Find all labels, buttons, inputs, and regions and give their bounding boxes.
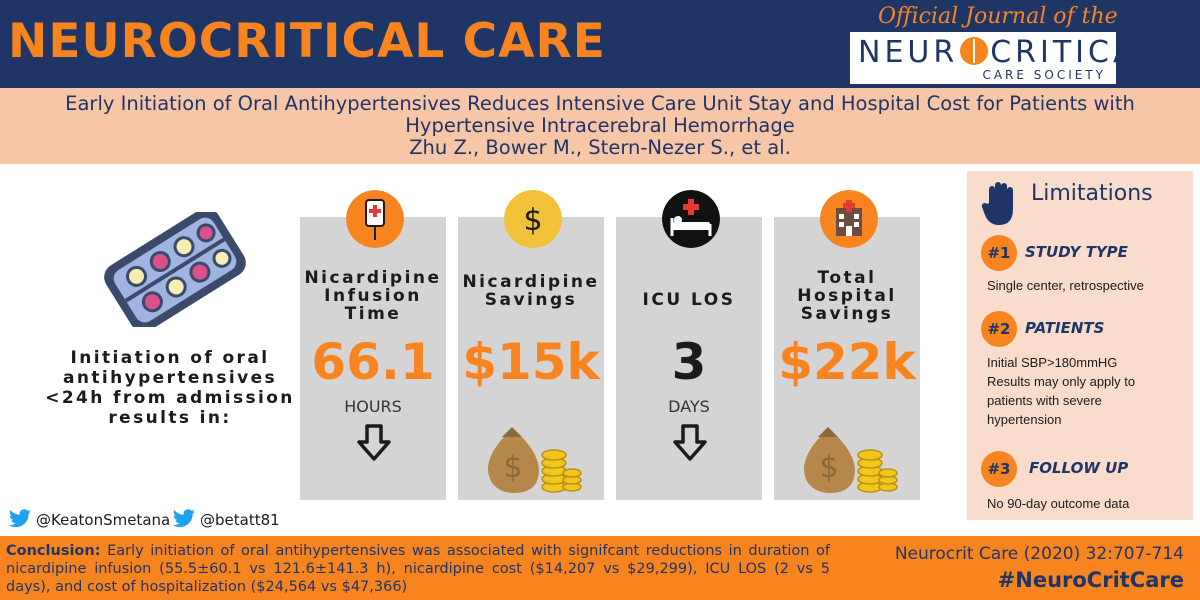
limitation-heading: FOLLOW UP [1029,459,1129,477]
limitation-heading: PATIENTS [1025,319,1105,337]
stat-value: $15k [462,333,600,391]
limitation-line: hypertension [987,412,1062,427]
limitations-panel: Limitations #1 STUDY TYPE Single center,… [967,171,1193,520]
footer-bar: Conclusion: Early initiation of oral ant… [0,536,1200,600]
hand-stop-icon [981,182,1013,225]
official-journal-text: Official Journal of the [878,4,1118,29]
stat-label: Nicardipine Infusion Time [300,269,446,323]
twitter-bird-icon [8,509,31,528]
intro-text: Initiation of oral antihypertensives <24… [0,348,340,428]
money-bag-icon: $ [488,427,582,493]
limitation-text: Initial SBP>180mmHG Results may only app… [987,353,1187,429]
limitation-line: Initial SBP>180mmHG [987,355,1118,370]
stat-label-line: Total [817,268,877,288]
hospital-building-icon [820,190,878,248]
stat-value: $22k [778,333,916,391]
citation: Neurocrit Care (2020) 32:707-714 [894,544,1184,564]
conclusion-body: Early initiation of oral antihypertensiv… [6,543,830,595]
money-bag-icon: $ [804,427,898,493]
twitter-handle-2[interactable]: @betatt81 [172,509,280,531]
stat-card-infusion-time: Nicardipine Infusion Time 66.1 HOURS [300,217,446,500]
journal-title: NEUROCRITICAL CARE [8,14,606,69]
conclusion-text: Conclusion: Early initiation of oral ant… [6,542,830,596]
stat-label-line: Hospital [797,286,897,306]
limitations-title: Limitations [1031,181,1153,206]
stat-card-nicardipine-savings: Nicardipine Savings $15k $ [458,217,604,500]
stat-label-line: Savings [484,290,578,310]
limitation-badge: #3 [981,451,1017,487]
stat-value: 3 [671,333,707,391]
limitation-heading: STUDY TYPE [1025,243,1128,261]
limitation-text: Single center, retrospective [987,276,1187,295]
society-logo-left: NEUR [858,35,959,70]
limitation-badge: #1 [981,235,1017,271]
stat-label-line: Nicardipine [304,268,442,288]
iv-bag-icon [346,190,404,248]
article-authors: Zhu Z., Bower M., Stern-Nezer S., et al. [409,136,791,159]
stat-label-line: Infusion [324,286,422,306]
stat-label-line: Nicardipine [462,272,600,292]
intro-line4: results in: [108,408,232,428]
twitter-handle-1[interactable]: @KeatonSmetana [8,509,170,531]
intro-line3: <24h from admission [45,388,295,408]
svg-text:$: $ [819,450,838,485]
header-bar: NEUROCRITICAL CARE Official Journal of t… [0,0,1200,88]
dollar-coin-icon: $ [504,190,562,248]
article-title-band: Early Initiation of Oral Antihypertensiv… [0,88,1200,164]
limitation-badge: #2 [981,311,1017,347]
society-logo: NEUR CRITICAL CARE SOCIETY [850,32,1154,84]
limitation-line: Single center, retrospective [987,278,1144,293]
stat-unit: DAYS [668,397,710,416]
svg-text:$: $ [523,203,542,238]
arrow-down-icon [673,424,707,461]
twitter-handle-text: @KeatonSmetana [36,511,171,529]
stat-card-icu-los: ICU LOS 3 DAYS [616,217,762,500]
society-logo-right: CRITICAL [990,35,1159,70]
stat-label: ICU LOS [642,290,736,310]
limitation-line: patients with severe [987,393,1102,408]
stat-unit: HOURS [344,397,402,416]
limitation-text: No 90-day outcome data [987,494,1187,513]
stat-label: Total Hospital Savings [774,269,920,323]
limitation-line: No 90-day outcome data [987,496,1130,511]
article-title-line2: Hypertensive Intracerebral Hemorrhage [405,114,795,137]
stat-label-line: Time [344,304,402,324]
twitter-bird-icon [172,509,195,528]
hashtag[interactable]: #NeuroCritCare [997,568,1184,592]
stat-value: 66.1 [311,333,435,391]
intro-line1: Initiation of oral [70,348,270,368]
article-title-line1: Early Initiation of Oral Antihypertensiv… [65,92,1135,115]
society-logo-wordmark: NEUR CRITICAL [858,35,1158,70]
twitter-handle-text: @betatt81 [200,511,280,529]
arrow-down-icon [357,424,391,461]
society-logo-subtitle: CARE SOCIETY [982,68,1106,82]
stat-label-line: Savings [800,304,894,324]
pill-blister-icon [104,212,246,327]
stat-card-hospital-savings: Total Hospital Savings $22k $ [774,217,920,500]
stat-label: Nicardipine Savings [458,273,604,309]
conclusion-label: Conclusion: [6,543,101,559]
intro-line2: antihypertensives [62,368,278,388]
svg-text:$: $ [503,450,522,485]
brain-icon [960,37,989,65]
limitation-line: Results may only apply to [987,374,1136,389]
hospital-bed-icon [662,190,720,248]
